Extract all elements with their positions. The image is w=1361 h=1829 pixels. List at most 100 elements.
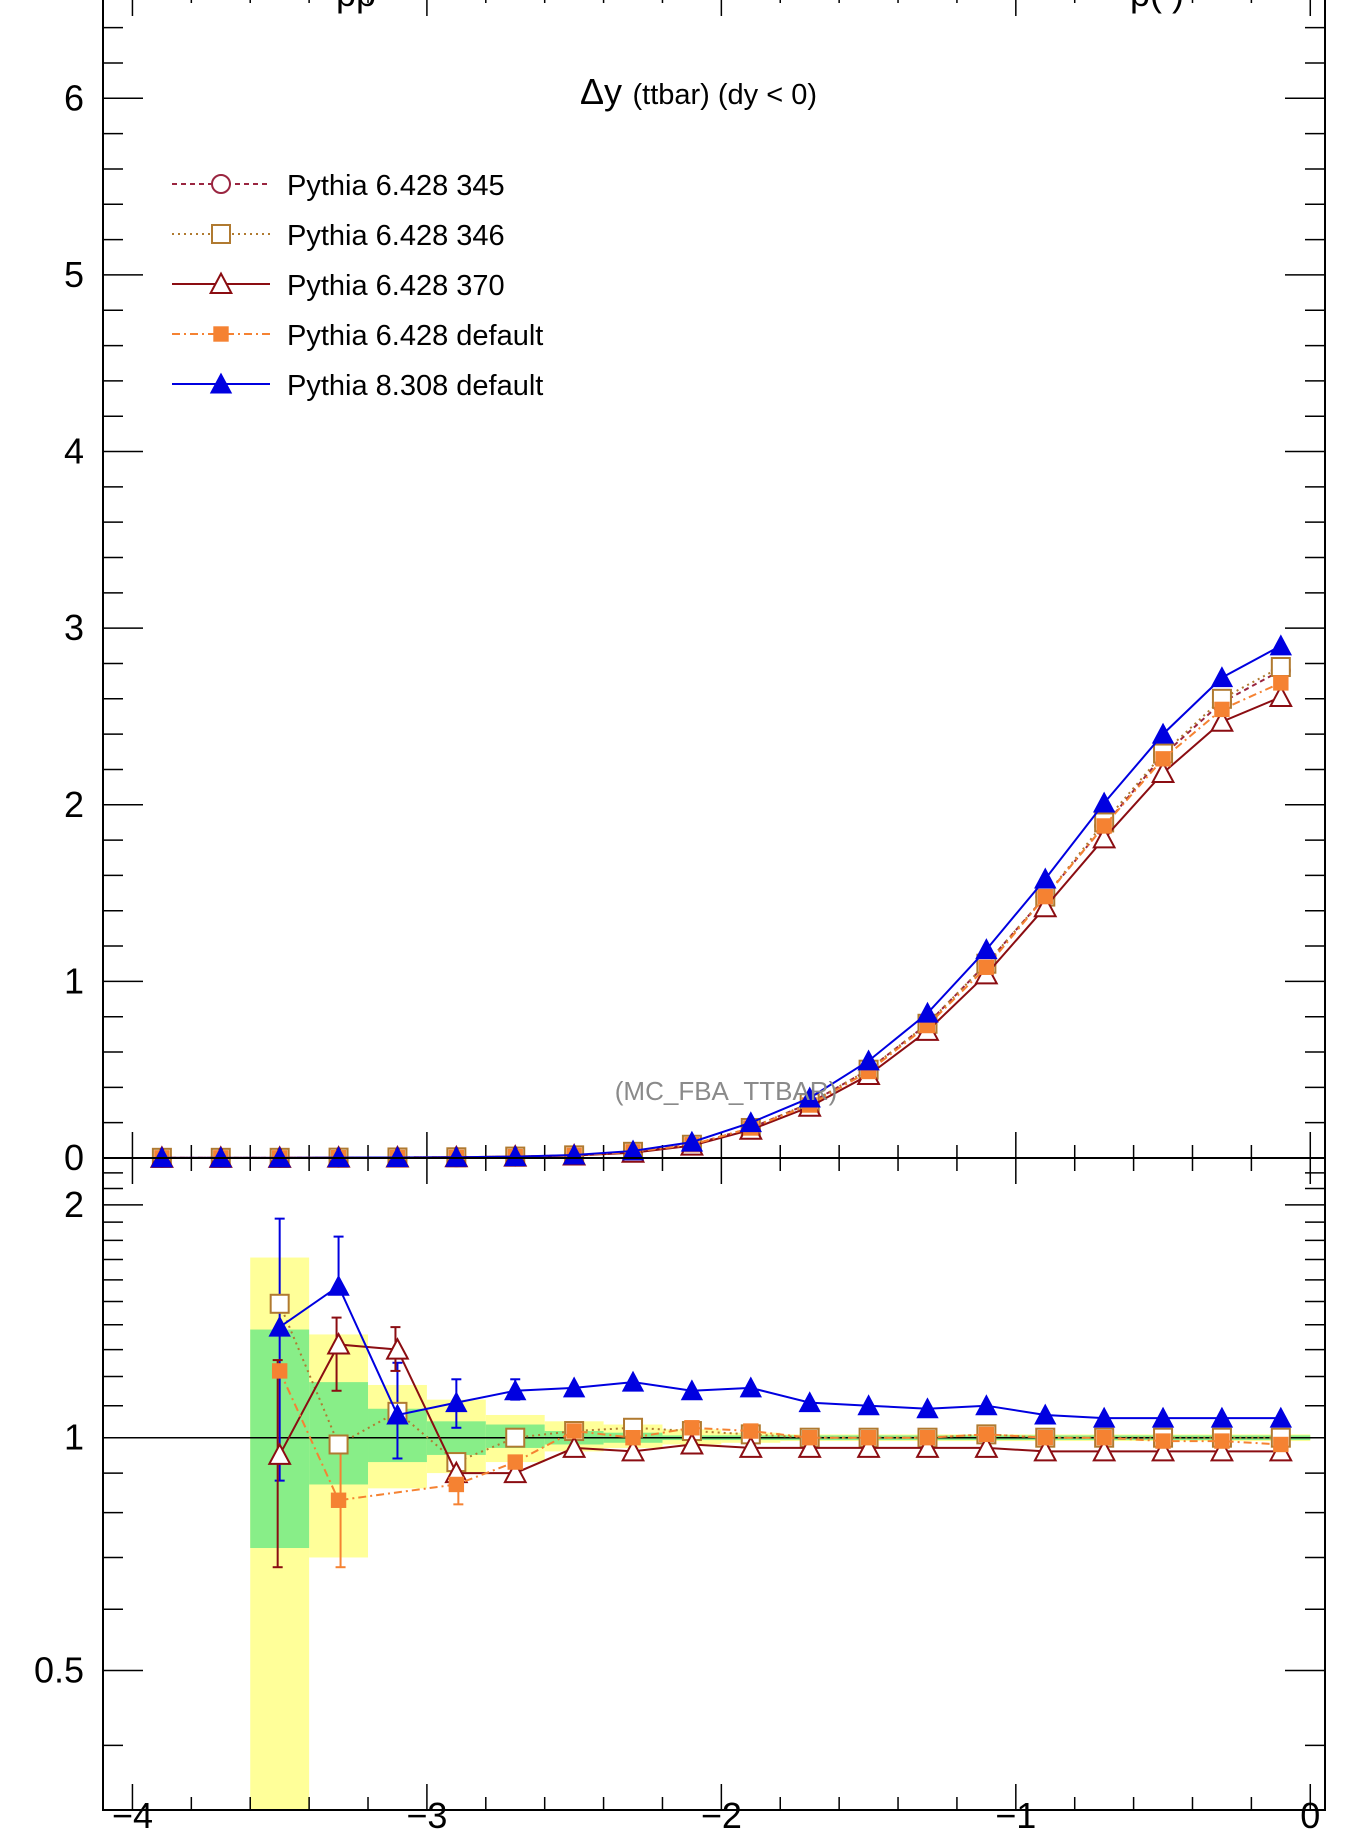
data-point — [1092, 791, 1116, 813]
data-point — [680, 1379, 704, 1401]
x-tick-label: −3 — [406, 1795, 447, 1829]
data-point — [267, 1442, 292, 1465]
data-point — [211, 224, 231, 244]
panel-label-symbol: Δy — [580, 71, 622, 112]
ratio-series-line — [278, 1343, 1281, 1475]
x-tick-label: −4 — [112, 1795, 153, 1829]
data-point — [1273, 1436, 1289, 1453]
data-point — [919, 1429, 936, 1446]
data-point — [386, 1403, 409, 1425]
data-point — [1210, 1406, 1234, 1428]
y-tick-label: 4 — [64, 431, 84, 472]
legend-label: Pythia 6.428 370 — [287, 270, 505, 302]
data-point — [975, 938, 998, 960]
data-point — [448, 1476, 465, 1493]
data-point — [562, 1376, 586, 1398]
data-point — [566, 1423, 582, 1439]
data-point — [1092, 1406, 1116, 1428]
data-point — [504, 1145, 527, 1167]
data-point — [679, 1432, 704, 1455]
data-point — [1033, 1438, 1058, 1462]
data-point — [271, 1363, 288, 1379]
title-fragment-right: p( ) — [1130, 0, 1184, 14]
legend: Pythia 6.428 345 Pythia 6.428 346 Pythia 6… — [172, 170, 543, 402]
data-point — [445, 1145, 468, 1167]
data-point — [1033, 894, 1058, 918]
data-point — [1155, 751, 1171, 767]
data-point — [386, 1146, 409, 1167]
data-point — [327, 1274, 350, 1296]
panel-label-text: (ttbar) (dy < 0) — [633, 79, 818, 111]
data-point — [684, 1420, 700, 1436]
data-point — [916, 1397, 939, 1419]
data-point — [1151, 1438, 1176, 1462]
data-point — [857, 1394, 880, 1416]
data-point — [1037, 1429, 1053, 1446]
data-point — [1270, 657, 1291, 678]
data-point — [739, 1376, 762, 1398]
y-tick-label: 1 — [64, 960, 84, 1001]
data-point — [1209, 1438, 1234, 1462]
data-point — [328, 1434, 349, 1455]
data-point — [1210, 666, 1234, 688]
data-point — [213, 326, 229, 342]
data-point — [739, 1111, 762, 1133]
x-tick-label: −2 — [701, 1795, 742, 1829]
data-point — [743, 1423, 759, 1439]
data-point — [975, 1394, 998, 1416]
data-point — [1092, 1438, 1117, 1462]
legend-label: Pythia 6.428 345 — [287, 170, 505, 202]
data-point — [621, 1370, 645, 1392]
ratio-series-line — [279, 1284, 1281, 1420]
x-tick-label: −1 — [995, 1795, 1036, 1829]
data-point — [562, 1143, 586, 1165]
y-tick-label: 1 — [64, 1417, 84, 1458]
y-tick-label: 5 — [64, 254, 84, 295]
main-panel: 0 1 2 3 4 5 6 — [64, 0, 1326, 1178]
data-point — [1034, 1403, 1057, 1425]
data-point — [1273, 675, 1289, 691]
data-point — [326, 1331, 351, 1355]
data-point — [916, 1001, 939, 1023]
data-point — [738, 1435, 763, 1458]
y-tick-label: 6 — [64, 77, 84, 118]
legend-label: Pythia 6.428 default — [287, 320, 543, 352]
watermark: (MC_FBA_TTBAR) — [615, 1076, 837, 1106]
data-point — [208, 271, 234, 294]
data-point — [1096, 818, 1112, 834]
data-point — [385, 1337, 410, 1360]
data-point — [621, 1438, 646, 1462]
data-point — [797, 1435, 822, 1458]
data-point — [1214, 701, 1230, 718]
data-point — [503, 1460, 528, 1484]
data-point — [860, 1429, 877, 1446]
data-point — [507, 1454, 523, 1470]
data-point — [621, 1139, 645, 1161]
data-point — [562, 1435, 587, 1458]
data-point — [268, 1315, 291, 1337]
y-tick-label: 2 — [64, 784, 84, 825]
x-tick-label: 0 — [1300, 1795, 1320, 1829]
legend-label: Pythia 6.428 346 — [287, 220, 505, 252]
data-point — [209, 372, 233, 394]
y-tick-label: 2 — [64, 1184, 84, 1225]
data-point — [1268, 684, 1293, 708]
data-point — [1151, 760, 1176, 783]
overlay: pp p( ) Δy (ttbar) (dy < 0) (MC_FBA_TTBA… — [336, 0, 1184, 1106]
data-point — [798, 1391, 821, 1413]
data-point — [269, 1293, 290, 1314]
y-tick-label: 0 — [64, 1137, 84, 1178]
data-point — [445, 1391, 468, 1413]
data-point — [798, 1086, 821, 1108]
data-point — [1151, 722, 1175, 744]
data-point — [1151, 1406, 1175, 1428]
data-point — [1034, 867, 1057, 889]
data-point — [1269, 634, 1293, 656]
data-point — [1209, 709, 1234, 732]
data-point — [1096, 1429, 1112, 1446]
data-point — [505, 1427, 526, 1448]
data-point — [1214, 1433, 1230, 1449]
y-tick-label: 0.5 — [34, 1649, 84, 1690]
data-point — [978, 1426, 995, 1443]
data-point — [1269, 1406, 1293, 1428]
